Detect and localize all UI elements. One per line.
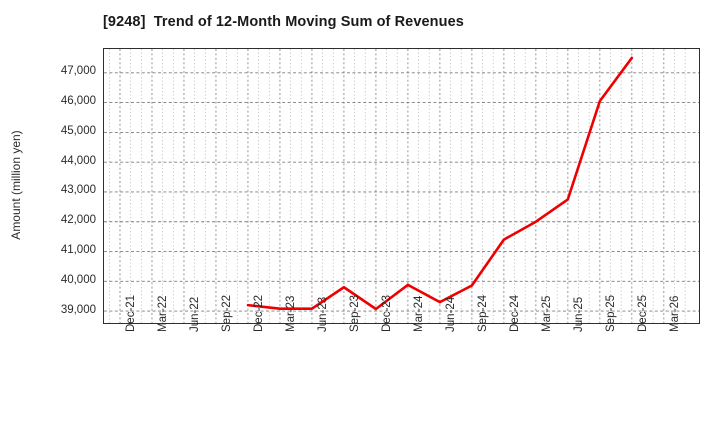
- x-axis-tick-label: Sep-23: [348, 294, 361, 332]
- x-axis-tick-label: Jun-22: [188, 296, 201, 332]
- x-axis-tick-label: Dec-24: [508, 294, 521, 332]
- x-axis-tick-label: Dec-23: [380, 294, 393, 332]
- y-axis-tick-label: 42,000: [60, 214, 96, 227]
- y-axis-tick-label: 43,000: [60, 184, 96, 197]
- x-axis-tick-label: Mar-23: [284, 295, 297, 332]
- x-axis-tick-label: Dec-21: [124, 294, 137, 332]
- page-title: [9248] Trend of 12-Month Moving Sum of R…: [103, 14, 464, 30]
- x-axis-tick-label: Sep-24: [476, 294, 489, 332]
- x-axis-tick-label: Dec-25: [636, 294, 649, 332]
- y-axis-tick-label: 39,000: [60, 303, 96, 316]
- y-axis-tick-label: 44,000: [60, 154, 96, 167]
- plot-area: [103, 48, 700, 324]
- x-axis-tick-label: Sep-25: [604, 294, 617, 332]
- x-axis-tick-label: Jun-25: [572, 296, 585, 332]
- x-axis-tick-label: Mar-26: [668, 295, 681, 332]
- x-axis-tick-label: Mar-22: [156, 295, 169, 332]
- y-axis-tick-label: 47,000: [60, 65, 96, 78]
- x-axis-tick-label: Jun-23: [316, 296, 329, 332]
- y-axis-tick-label: 45,000: [60, 124, 96, 137]
- y-axis-tick-label: 40,000: [60, 273, 96, 286]
- x-axis-tick-label: Dec-22: [252, 294, 265, 332]
- y-axis-tick-label: 41,000: [60, 244, 96, 257]
- grid-lines: [104, 49, 699, 323]
- x-axis-tick-label: Sep-22: [220, 294, 233, 332]
- x-axis-tick-label: Mar-24: [412, 295, 425, 332]
- y-axis-tick-label: 46,000: [60, 95, 96, 108]
- x-axis-tick-label: Jun-24: [444, 296, 457, 332]
- x-axis-tick-label: Mar-25: [540, 295, 553, 332]
- series-line: [246, 56, 634, 311]
